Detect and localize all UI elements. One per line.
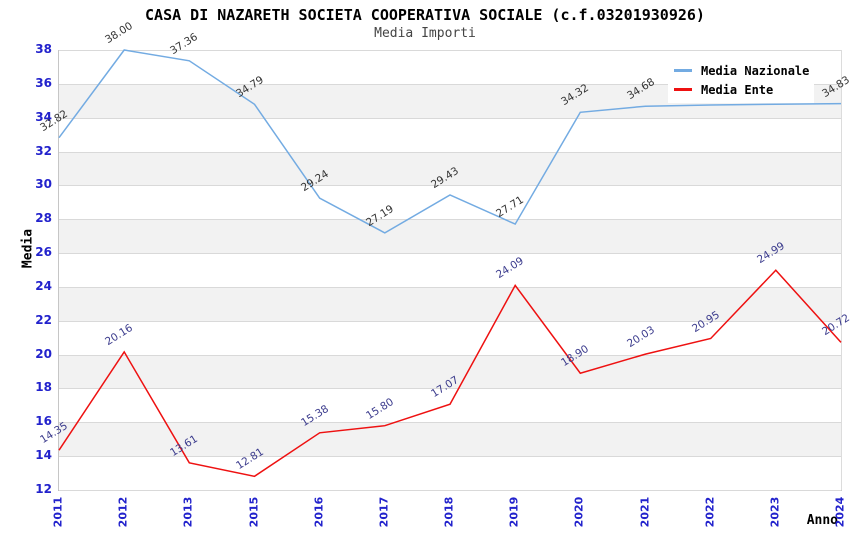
gridline	[59, 388, 841, 390]
legend-item: Media Nazionale	[674, 61, 814, 80]
plot-band	[59, 422, 841, 457]
x-tick-label: 2024	[833, 496, 847, 528]
plot-band	[59, 286, 841, 321]
legend-item-label: Media Nazionale	[701, 63, 810, 78]
x-tick-label: 2017	[377, 496, 391, 528]
y-tick-label: 20	[35, 346, 52, 361]
line-chart-svg	[58, 49, 842, 478]
x-tick-label: 2018	[442, 496, 456, 528]
gridline	[59, 490, 841, 491]
gridline	[59, 422, 841, 424]
y-tick-label: 18	[35, 380, 52, 395]
y-tick-label: 38	[35, 42, 52, 56]
x-tick-label: 2019	[507, 496, 521, 528]
chart-title: CASA DI NAZARETH SOCIETA COOPERATIVA SOC…	[145, 6, 705, 24]
y-tick-label: 22	[35, 312, 52, 327]
gridline	[59, 354, 841, 356]
y-tick-label: 16	[35, 414, 52, 429]
gridline	[59, 456, 841, 458]
legend-swatch	[674, 88, 692, 91]
x-axis-title: Anno	[806, 513, 838, 528]
x-tick-label: 2012	[116, 496, 130, 528]
plot-band	[59, 354, 841, 389]
gridline	[59, 219, 841, 221]
plot-band	[59, 151, 841, 186]
gridline	[59, 185, 841, 187]
y-tick-label: 24	[35, 278, 52, 293]
y-tick-label: 14	[35, 448, 52, 463]
x-tick-label: 2020	[572, 496, 586, 528]
x-tick-label: 2021	[638, 496, 651, 528]
y-tick-label: 28	[35, 211, 52, 226]
legend-item-label: Media Ente	[701, 82, 774, 97]
x-tick-label: 2015	[247, 496, 260, 528]
y-tick-label: 12	[35, 482, 52, 496]
gridline	[59, 151, 841, 153]
x-tick-label: 2016	[312, 496, 326, 528]
series-line-media-ente	[58, 269, 842, 478]
legend-item: Media Ente	[674, 80, 814, 99]
x-tick-label: 2013	[181, 496, 195, 528]
gridline	[59, 320, 841, 322]
gridline	[59, 117, 841, 119]
legend: Media Nazionale Media Ente	[668, 57, 814, 103]
y-tick-label: 30	[35, 177, 52, 192]
y-tick-label: 26	[35, 245, 52, 260]
y-tick-label: 32	[35, 143, 52, 158]
x-tick-label: 2022	[703, 496, 717, 528]
gridline	[59, 253, 841, 255]
x-tick-label: 2023	[768, 496, 782, 528]
x-tick-label: 2011	[51, 496, 65, 528]
gridline	[59, 50, 841, 51]
gridline	[59, 83, 841, 85]
gridline	[59, 286, 841, 288]
legend-swatch	[674, 69, 692, 72]
y-tick-label: 36	[35, 75, 52, 90]
y-tick-label: 34	[35, 109, 52, 124]
plot-area	[58, 49, 842, 491]
plot-band	[59, 219, 841, 254]
chart-subtitle: Media Importi	[374, 26, 476, 41]
series-line-media-nazionale	[58, 49, 842, 234]
